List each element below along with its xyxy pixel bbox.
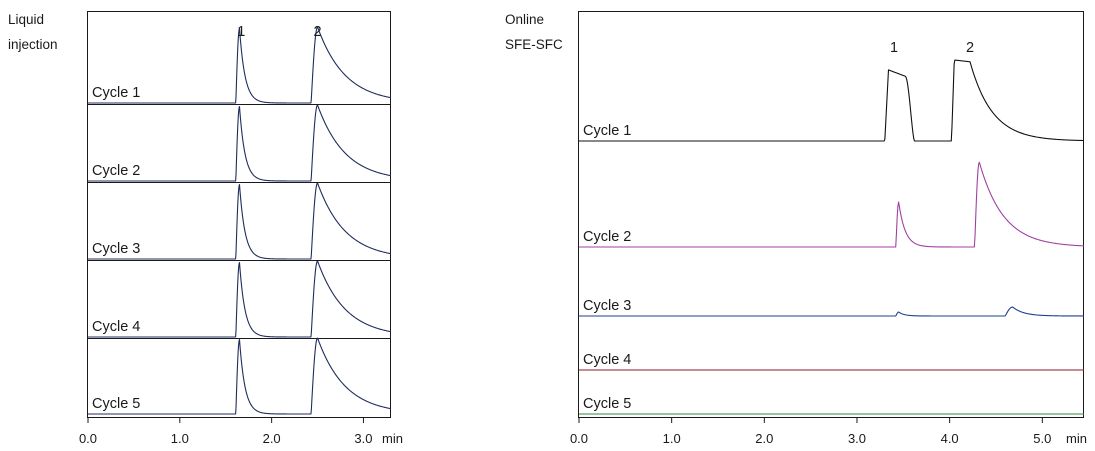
trace-cycle-1 [87,26,392,104]
panel-side-label-line-2: injection [8,37,58,52]
x-tick-label: 5.0 [1033,431,1051,446]
peak-label-1: 1 [890,40,898,56]
panel-side-label-line-1: Online [505,12,544,27]
cycle-dividers [88,104,391,339]
peak-label-2: 2 [966,40,974,56]
x-tick-label: 4.0 [941,431,959,446]
x-tick-label: 2.0 [263,431,281,446]
trace-cycle-5 [87,337,392,415]
x-tick-label: 3.0 [354,431,372,446]
x-tick-label: 2.0 [755,431,773,446]
plot-frame [87,11,391,418]
cycle-label-cycle-3: Cycle 3 [583,298,631,314]
x-tick-label: 0.0 [570,431,588,446]
x-axis: 0.0 1.0 2.0 3.0 [79,418,372,446]
cycle-label-cycle-5: Cycle 5 [583,396,631,412]
x-tick-label: 3.0 [848,431,866,446]
cycle-label-cycle-2: Cycle 2 [92,163,140,179]
cycle-label-cycle-1: Cycle 1 [92,85,140,101]
panel-side-label-line-2: SFE-SFC [505,37,563,52]
x-tick-label: 1.0 [663,431,681,446]
cycle-label-cycle-2: Cycle 2 [583,229,631,245]
trace-cycle-1 [579,59,1085,142]
x-axis-unit: min [1066,431,1087,446]
cycle-label-cycle-5: Cycle 5 [92,396,140,412]
x-tick-label: 0.0 [79,431,97,446]
trace-cycle-2 [87,104,392,182]
x-tick-label: 1.0 [171,431,189,446]
cycle-label-cycle-4: Cycle 4 [92,319,140,335]
cycle-label-cycle-4: Cycle 4 [583,352,631,368]
trace-group [87,26,392,415]
panel-side-label-line-1: Liquid [8,12,44,27]
cycle-label-group: Cycle 1 Cycle 2 Cycle 3 Cycle 4 Cycle 5 [583,123,631,412]
trace-cycle-3 [87,182,392,260]
trace-cycle-2 [579,161,1085,248]
peak-label-2: 2 [314,24,322,40]
peak-label-1: 1 [237,24,245,40]
trace-cycle-4 [87,260,392,338]
trace-group [579,59,1085,415]
plot-frame [578,11,1084,418]
x-axis: 0.0 1.0 2.0 3.0 4.0 5.0 [570,418,1051,446]
x-axis-unit: min [382,431,403,446]
cycle-label-cycle-1: Cycle 1 [583,123,631,139]
trace-cycle-3 [579,306,1085,317]
cycle-label-cycle-3: Cycle 3 [92,241,140,257]
cycle-label-group: Cycle 1 Cycle 2 Cycle 3 Cycle 4 Cycle 5 [92,85,140,412]
